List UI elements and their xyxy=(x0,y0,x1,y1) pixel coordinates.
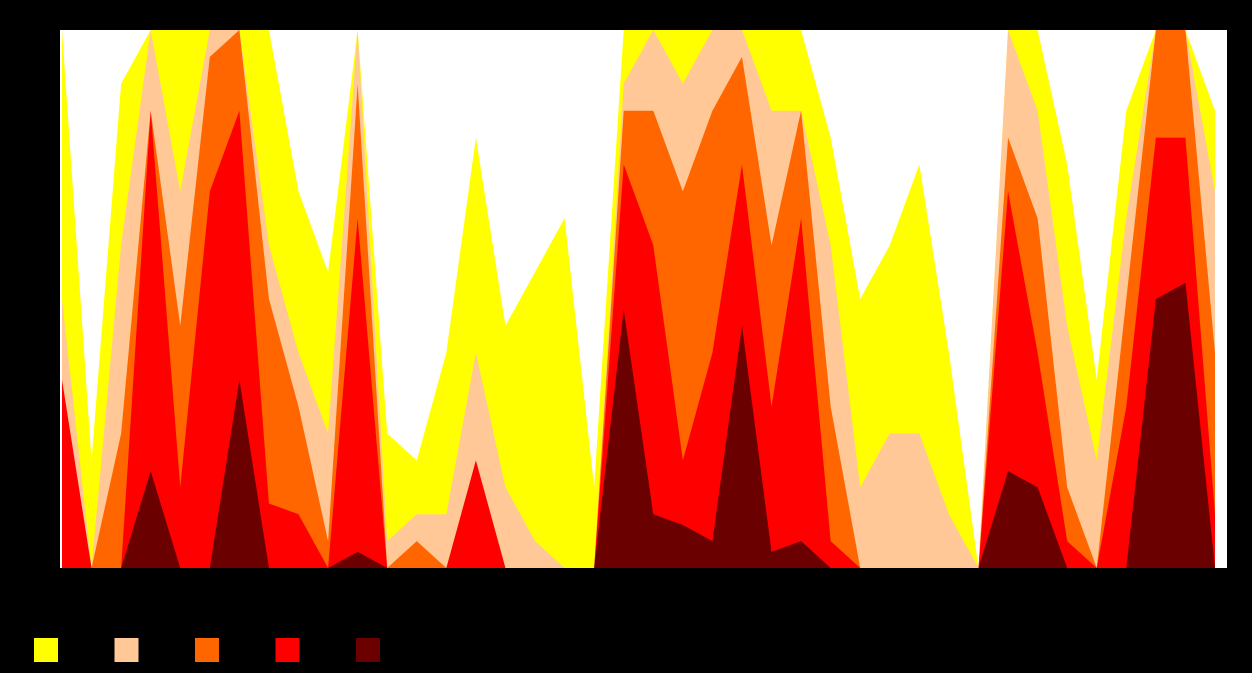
legend-swatch xyxy=(195,638,219,662)
legend-swatch xyxy=(34,638,58,662)
legend-swatch xyxy=(356,638,380,662)
area xyxy=(62,110,1215,568)
legend-swatch xyxy=(114,638,139,662)
legend-swatch xyxy=(275,638,300,662)
area xyxy=(62,282,1215,568)
